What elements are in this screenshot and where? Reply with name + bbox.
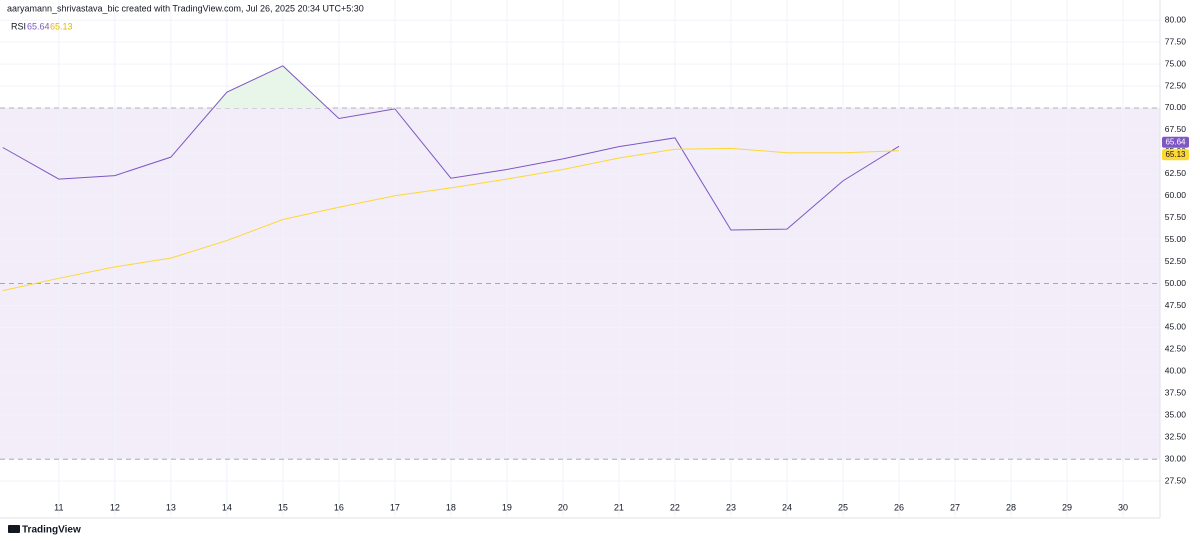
x-tick-label: 26 [894, 502, 904, 512]
x-tick-label: 23 [726, 502, 736, 512]
y-tick-label: 47.50 [1165, 300, 1187, 310]
x-tick-label: 30 [1118, 502, 1128, 512]
y-tick-label: 50.00 [1165, 278, 1187, 288]
y-tick-label: 62.50 [1165, 168, 1187, 178]
x-tick-label: 11 [54, 502, 63, 512]
x-tick-label: 28 [1006, 502, 1016, 512]
series-line [2, 147, 900, 292]
logo [8, 525, 20, 533]
x-tick-label: 20 [558, 502, 568, 512]
x-tick-label: 22 [670, 502, 680, 512]
x-tick-label: 16 [334, 502, 344, 512]
x-tick-label: 29 [1062, 502, 1072, 512]
y-tick-label: 75.00 [1165, 58, 1187, 68]
x-tick-label: 15 [278, 502, 288, 512]
y-tick-label: 55.00 [1165, 234, 1187, 244]
value-badge [1162, 136, 1189, 148]
y-tick-label: 67.50 [1165, 124, 1187, 134]
y-tick-label: 80.00 [1165, 14, 1187, 24]
x-tick-label: 12 [110, 502, 120, 512]
brand: TradingView [22, 525, 81, 536]
x-tick-label: 27 [950, 502, 960, 512]
y-tick-label: 70.00 [1165, 102, 1187, 112]
x-tick-label: 13 [166, 502, 176, 512]
y-tick-label: 35.00 [1165, 410, 1187, 420]
legend-label: RSI [11, 21, 26, 31]
background [0, 0, 1160, 518]
value-badge [1162, 149, 1189, 161]
x-tick-label: 14 [222, 502, 232, 512]
value-badge-label: 65.64 [1165, 137, 1186, 146]
x-tick-label: 19 [502, 502, 512, 512]
y-tick-label: 77.50 [1165, 36, 1187, 46]
legend-value: 65.64 [27, 21, 50, 31]
y-tick-label: 27.50 [1165, 475, 1187, 485]
x-tick-label: 25 [838, 502, 848, 512]
y-tick-label: 57.50 [1165, 212, 1187, 222]
legend-value: 65.13 [50, 21, 73, 31]
y-tick-label: 45.00 [1165, 322, 1187, 332]
y-tick-label: 60.00 [1165, 190, 1187, 200]
x-tick-label: 24 [782, 502, 792, 512]
series-line [2, 65, 900, 231]
y-tick-label: 52.50 [1165, 256, 1187, 266]
y-tick-label: 37.50 [1165, 388, 1187, 398]
x-tick-label: 21 [614, 502, 624, 512]
y-tick-label: 32.50 [1165, 431, 1187, 441]
x-tick-label: 17 [390, 502, 400, 512]
y-tick-label: 72.50 [1165, 80, 1187, 90]
y-tick-label: 30.00 [1165, 453, 1187, 463]
chart-title: aaryamann_shrivastava_bic created with T… [7, 3, 364, 13]
overbought-fill [2, 65, 899, 108]
y-tick-label: 40.00 [1165, 366, 1187, 376]
value-badge-label: 65.13 [1165, 150, 1186, 159]
y-tick-label: 42.50 [1165, 344, 1187, 354]
x-tick-label: 18 [446, 502, 456, 512]
